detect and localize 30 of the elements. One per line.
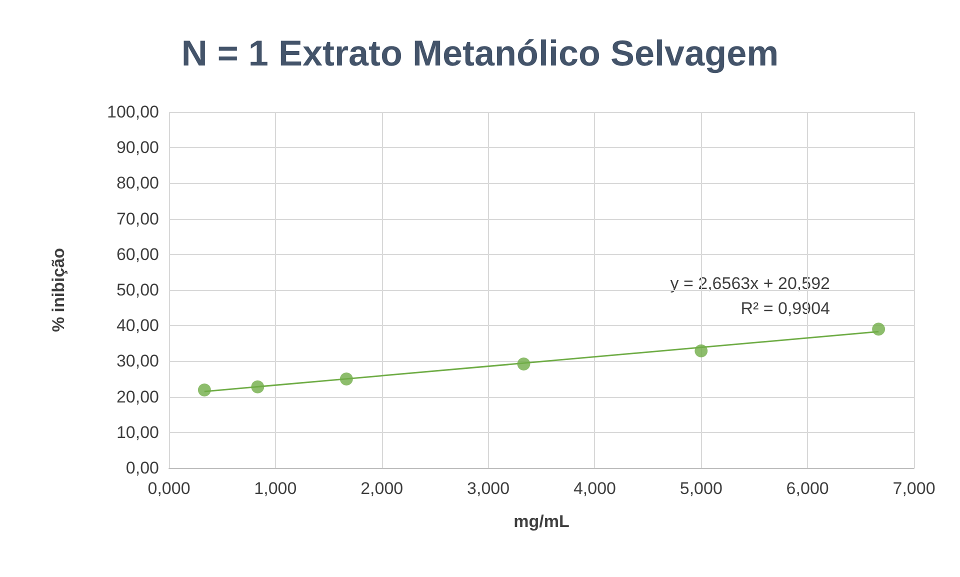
y-tick-label: 40,00 bbox=[116, 316, 159, 336]
y-tick-label: 90,00 bbox=[116, 138, 159, 158]
x-axis-title: mg/mL bbox=[514, 512, 570, 531]
y-tick-label: 0,00 bbox=[126, 458, 159, 478]
x-tick-label: 7,000 bbox=[892, 479, 936, 498]
y-tick-label: 10,00 bbox=[116, 422, 159, 442]
x-tick-label: 6,000 bbox=[786, 479, 829, 498]
y-axis-title: % inibição bbox=[49, 248, 68, 332]
y-tick-label: 30,00 bbox=[116, 352, 159, 371]
point bbox=[251, 380, 264, 394]
annotation: R² = 0,9904 bbox=[740, 299, 830, 318]
point bbox=[694, 344, 708, 358]
x-tick-label: 4,000 bbox=[573, 479, 616, 498]
y-tick-label: 60,00 bbox=[116, 244, 159, 264]
x-tick-label: 3,000 bbox=[467, 479, 510, 498]
point bbox=[872, 322, 886, 336]
point bbox=[340, 372, 353, 386]
x-tick-label: 2,000 bbox=[360, 479, 404, 498]
x-tick-label: 0,000 bbox=[148, 479, 190, 498]
point bbox=[517, 358, 530, 371]
y-tick-label: 50,00 bbox=[116, 280, 159, 300]
point bbox=[198, 384, 211, 397]
y-tick-label: 70,00 bbox=[116, 209, 159, 228]
y-tick-label: 20,00 bbox=[116, 387, 159, 406]
y-tick-label: 80,00 bbox=[116, 174, 159, 193]
chart-title: N = 1 Extrato Metanólico Selvagem bbox=[181, 32, 779, 74]
annotation: y = 2,6563x + 20,592 bbox=[670, 274, 830, 293]
x-tick-label: 5,000 bbox=[680, 479, 722, 498]
y-tick-label: 100,00 bbox=[107, 102, 159, 122]
x-tick-label: 1,000 bbox=[254, 479, 297, 498]
